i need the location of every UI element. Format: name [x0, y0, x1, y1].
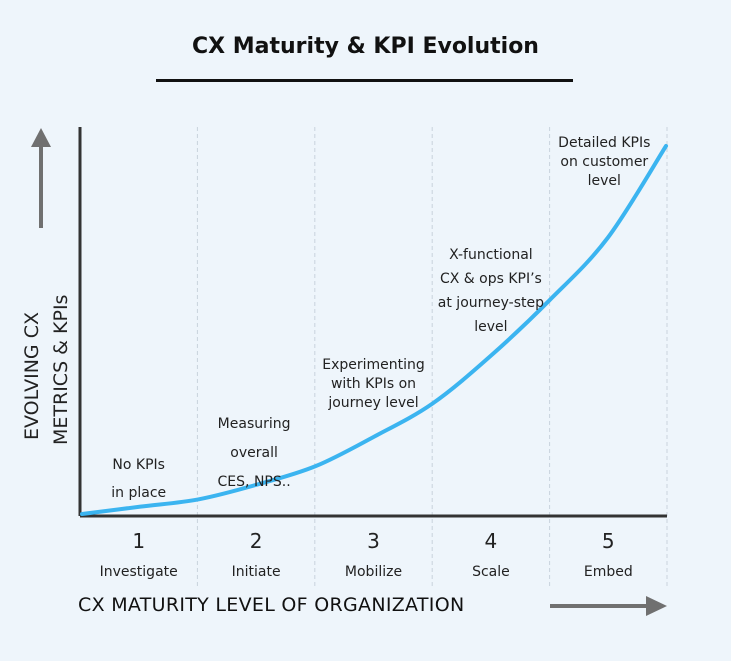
annotation-line: on customer	[560, 154, 648, 170]
annotation-line: overall	[230, 445, 278, 461]
annotation-line: Measuring	[218, 416, 291, 432]
annotation-line: level	[588, 173, 621, 189]
annotation-line: Detailed KPIs	[558, 135, 650, 151]
category-labels: 1 Investigate 2 Initiate 3 Mobilize 4 Scale 5 Emb…	[100, 529, 633, 580]
grid-lines	[196, 127, 668, 588]
annotation-line: Experimenting	[322, 357, 425, 373]
annotation-line: level	[474, 319, 507, 335]
annotation-line: at journey-step	[438, 295, 544, 311]
annotations: No KPIs in place Measuring overall CES, NPS.…	[111, 135, 650, 501]
category-name: Initiate	[232, 564, 281, 580]
x-axis-arrow	[550, 596, 667, 616]
annotation-line: in place	[111, 485, 166, 501]
annotation-line: with KPIs on	[331, 376, 416, 392]
annotation-line: CES, NPS..	[218, 474, 291, 490]
category-name: Scale	[472, 564, 510, 580]
category-number: 2	[250, 529, 263, 553]
y-axis-label-line-2: METRICS & KPIs	[50, 295, 72, 445]
y-axis-label-line-1: EVOLVING CX	[21, 312, 43, 440]
category-name: Mobilize	[345, 564, 402, 580]
maturity-curve	[80, 144, 668, 516]
category-number: 4	[485, 529, 498, 553]
chart-title: CX Maturity & KPI Evolution	[192, 34, 539, 59]
category-number: 5	[602, 529, 615, 553]
y-axis-label: EVOLVING CX METRICS & KPIs	[21, 295, 72, 445]
annotation-line: No KPIs	[112, 457, 165, 473]
category-number: 3	[367, 529, 380, 553]
annotation-line: journey level	[327, 395, 418, 411]
category-name: Investigate	[100, 564, 178, 580]
annotation-line: CX & ops KPI’s	[440, 271, 542, 287]
title-underline	[156, 79, 573, 82]
y-axis-arrow	[31, 128, 51, 228]
x-axis-label: CX MATURITY LEVEL OF ORGANIZATION	[78, 594, 465, 616]
category-name: Embed	[584, 564, 633, 580]
annotation-line: X-functional	[449, 247, 533, 263]
category-number: 1	[132, 529, 145, 553]
